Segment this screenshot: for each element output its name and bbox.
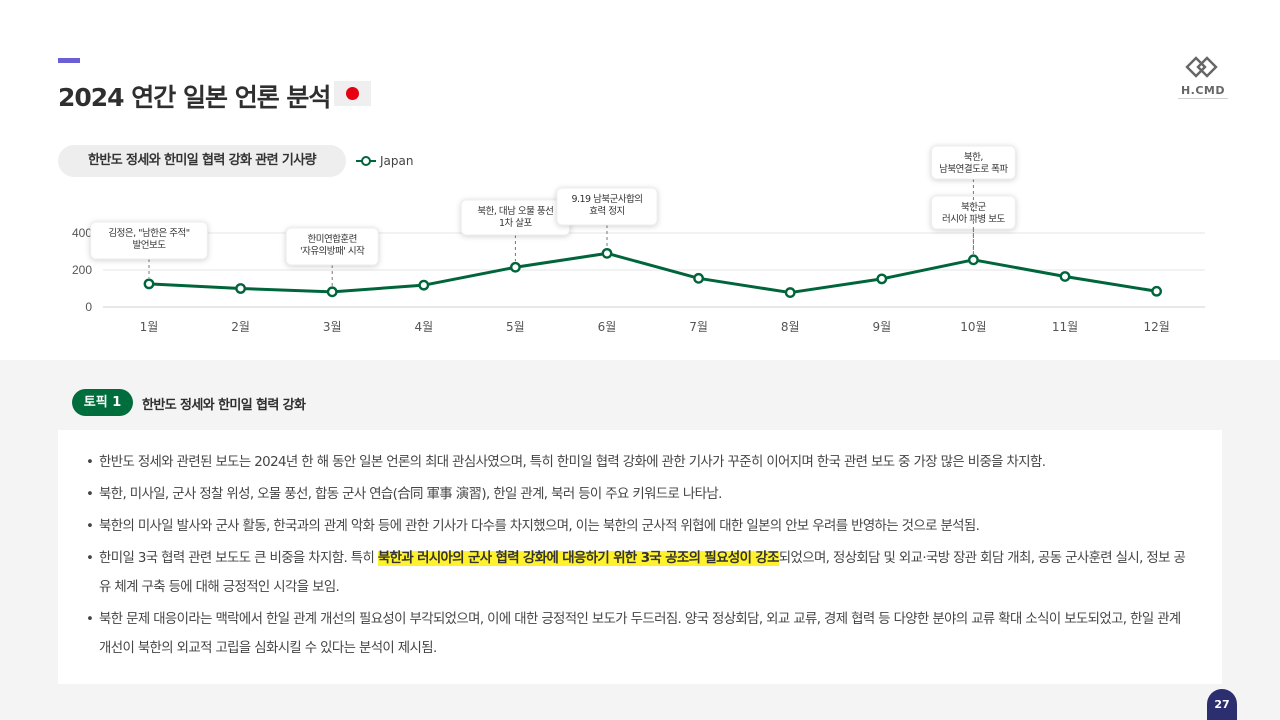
data-point	[876, 273, 888, 285]
x-tick-label: 9월	[872, 320, 891, 334]
annotation-box	[90, 221, 208, 260]
legend-line-marker-icon	[356, 156, 376, 166]
x-tick-label: 1월	[140, 320, 159, 334]
bullet-item: 북한, 미사일, 군사 정찰 위성, 오물 풍선, 합동 군사 연습(合同 軍事…	[86, 480, 1186, 509]
annotation-box	[285, 227, 379, 266]
x-tick-label: 2월	[231, 320, 250, 334]
bullet-item: 한반도 정세와 관련된 보도는 2024년 한 해 동안 일본 언론의 최대 관…	[86, 448, 1186, 477]
legend-series-name: Japan	[380, 154, 414, 168]
x-tick-label: 8월	[781, 320, 800, 334]
annotation-label: 한미연합훈련	[307, 233, 356, 245]
bullet-item: 북한의 미사일 발사와 군사 활동, 한국과의 관계 악화 등에 관한 기사가 …	[86, 512, 1186, 541]
page-title: 2024 연간 일본 언론 분석	[58, 83, 331, 112]
annotation-label: 북한, 대남 오물 풍선	[477, 206, 553, 217]
x-tick-label: 12월	[1143, 320, 1169, 334]
data-point	[601, 247, 613, 259]
x-tick-label: 10월	[960, 320, 986, 334]
x-tick-label: 6월	[598, 320, 617, 334]
data-point	[510, 261, 521, 273]
data-point	[1151, 285, 1163, 297]
x-tick-label: 7월	[689, 320, 708, 334]
annotation-label: 북한,	[964, 152, 983, 163]
chart-area-background	[0, 0, 1280, 360]
flag-red-circle	[346, 87, 359, 100]
x-tick-label: 3월	[323, 320, 342, 334]
analysis-content-box: 한반도 정세와 관련된 보도는 2024년 한 해 동안 일본 언론의 최대 관…	[58, 430, 1222, 684]
annotation-label: 효력 정지	[589, 205, 624, 217]
data-point	[143, 278, 155, 290]
data-point	[326, 286, 338, 298]
x-tick-label: 4월	[414, 320, 433, 334]
annotation-label: 남북연결도로 폭파	[939, 164, 1008, 175]
topic-title: 한반도 정세와 한미일 협력 강화	[142, 398, 306, 413]
logo-underline	[1178, 98, 1228, 99]
data-point	[784, 287, 796, 298]
logo-text: H.CMD	[1180, 84, 1226, 97]
chart-annotation: 북한,남북연결도로 폭파	[931, 145, 1016, 254]
title-accent-bar	[58, 58, 80, 63]
chart-annotation: 한미연합훈련'자유의방패' 시작	[285, 227, 379, 286]
annotation-label: '자유의방패' 시작	[300, 246, 365, 257]
logo-diamond-icon	[1185, 56, 1218, 78]
annotation-box	[931, 145, 1016, 180]
annotation-box	[556, 187, 658, 226]
annotation-label: 1차 살포	[499, 217, 533, 229]
chart-legend: Japan	[356, 153, 413, 169]
series-line	[148, 251, 1157, 295]
line-chart: 0 200 400 1월 2월 3월 4월 5월 6월 7월 8월 9월 10월 11월 12월 김정은, "…	[72, 145, 1205, 334]
annotation-label: 9.19 남북군사합의	[571, 194, 642, 205]
company-logo: H.CMD	[1178, 55, 1228, 103]
data-point	[1059, 271, 1071, 282]
chart-annotation: 김정은, "남한은 주적"발언보도	[90, 221, 208, 278]
annotation-label: 북한군	[961, 202, 986, 213]
page-number: 27	[1207, 689, 1237, 720]
data-point	[235, 283, 247, 294]
data-point	[418, 279, 430, 291]
topic-badge: 토픽 1	[72, 389, 133, 416]
y-tick-label: 0	[85, 300, 92, 314]
x-tick-label: 5월	[506, 320, 525, 334]
x-tick-label: 11월	[1052, 320, 1078, 334]
annotation-label: 발언보도	[133, 239, 167, 251]
bullet-item: 한미일 3국 협력 관련 보도도 큰 비중을 차지함. 특히 북한과 러시아의 …	[86, 544, 1186, 602]
annotation-label: 러시아 파병 보도	[942, 214, 1005, 225]
y-tick-label: 200	[72, 263, 92, 277]
analysis-bullet-list: 한반도 정세와 관련된 보도는 2024년 한 해 동안 일본 언론의 최대 관…	[86, 448, 1186, 666]
y-tick-label: 400	[72, 226, 92, 240]
japan-flag-icon	[334, 81, 371, 106]
bullet-text: 되었으며, 정상회담 및 외교·국방 장관 회담 개최, 공동 군사훈련 실시,…	[99, 551, 1186, 595]
chart-title: 한반도 정세와 한미일 협력 강화 관련 기사량	[58, 145, 346, 177]
annotation-label: 김정은, "남한은 주적"	[108, 227, 189, 239]
data-point	[968, 254, 979, 266]
bullet-item: 북한 문제 대응이라는 맥락에서 한일 관계 개선의 필요성이 부각되었으며, …	[86, 605, 1186, 663]
highlighted-text: 북한과 러시아의 군사 협력 강화에 대응하기 위한 3국 공조의 필요성이 강…	[377, 551, 779, 566]
bullet-text: 한미일 3국 협력 관련 보도도 큰 비중을 차지함. 특히	[99, 551, 378, 566]
data-point	[693, 272, 704, 284]
